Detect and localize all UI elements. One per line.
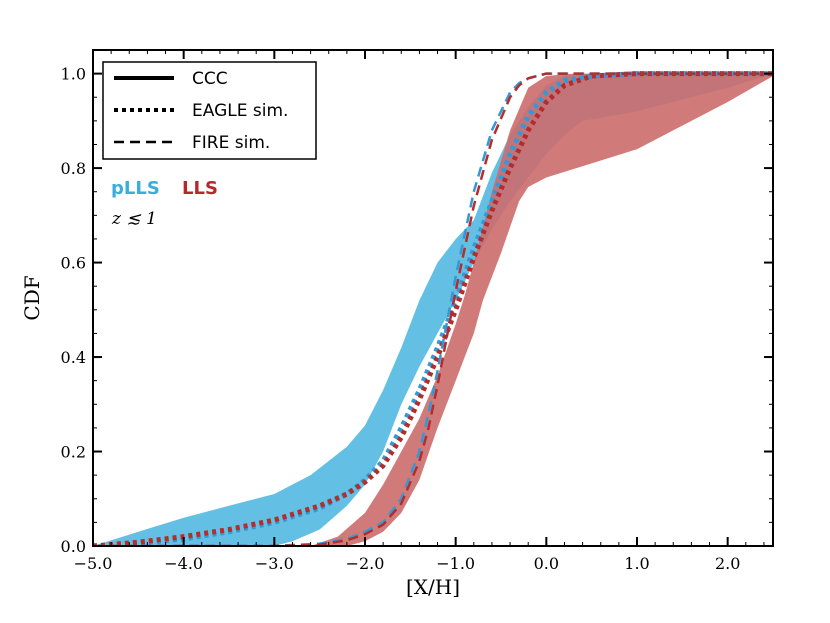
x-tick-label: 2.0 (715, 554, 740, 573)
x-tick-label: −4.0 (164, 554, 203, 573)
ccc-bands (93, 73, 773, 546)
legend-label-fire: FIRE sim. (192, 133, 270, 153)
legend-label-ccc: CCC (192, 69, 228, 89)
y-tick-label: 0.0 (61, 537, 86, 556)
y-tick-label: 0.8 (61, 159, 86, 178)
x-tick-label: −2.0 (346, 554, 385, 573)
x-axis-label: [X/H] (406, 575, 460, 599)
line-fire-lls (93, 72, 773, 546)
band-plls (93, 73, 773, 546)
x-tick-label: −1.0 (436, 554, 475, 573)
annotation-plls: pLLS (111, 178, 160, 199)
line-eagle-plls (93, 71, 773, 546)
line-fire-plls (93, 72, 773, 546)
x-tick-label: −3.0 (255, 554, 294, 573)
simulation-lines (93, 71, 773, 546)
x-tick-label: 0.0 (534, 554, 559, 573)
x-tick-label: −5.0 (74, 554, 113, 573)
plot-frame (92, 49, 774, 547)
y-tick-label: 1.0 (61, 65, 86, 84)
legend-label-eagle: EAGLE sim. (192, 101, 288, 121)
axis-ticks: −5.0 −4.0 −3.0 −2.0 −1.0 0.0 1.0 2.0 0.0 0.2 0.4 0.… (61, 49, 773, 573)
annotation-lls: LLS (182, 178, 218, 199)
x-tick-label: 1.0 (624, 554, 649, 573)
y-tick-label: 0.2 (61, 443, 86, 462)
y-axis-label: CDF (20, 275, 44, 320)
legend: CCC EAGLE sim. FIRE sim. (102, 61, 317, 160)
annotation-redshift: z ≲ 1 (111, 209, 157, 229)
y-tick-label: 0.4 (61, 348, 86, 367)
y-tick-label: 0.6 (61, 254, 86, 273)
